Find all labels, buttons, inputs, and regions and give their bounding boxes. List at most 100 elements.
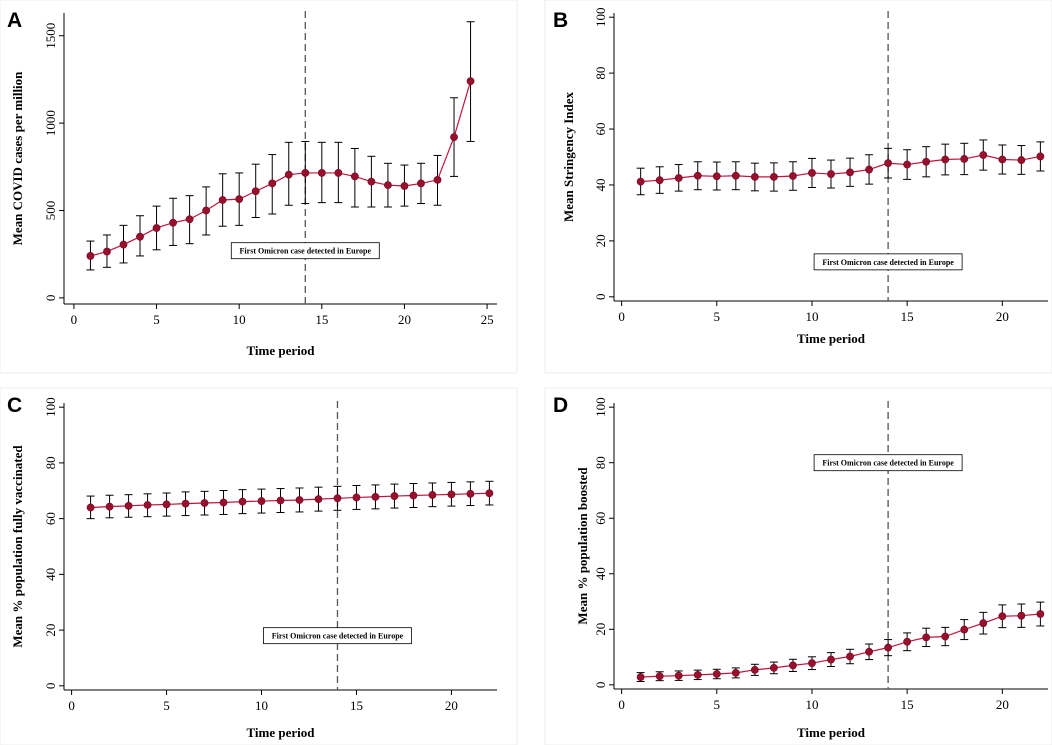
data-point [219,498,228,507]
x-tick-label: 0 [71,312,78,327]
y-tick-label: 100 [43,397,58,417]
data-point [731,668,740,677]
data-point [86,252,95,260]
x-tick-label: 5 [714,697,721,712]
data-point [1017,156,1026,164]
x-tick-label: 10 [233,312,246,327]
data-point [314,495,323,504]
data-point [960,155,969,163]
data-point [655,176,664,185]
x-tick-label: 0 [618,697,625,712]
y-tick-label: 100 [593,7,608,27]
data-point [979,619,988,628]
data-point [731,171,740,180]
data-point [202,206,211,215]
data-point [903,637,912,646]
y-tick-label: 80 [593,67,608,80]
data-point [636,177,645,186]
data-point [769,663,778,672]
x-tick-label: 10 [805,309,818,324]
chart-panel-a: A 0 500 1000 1500 0 5 10 15 20 25 Time period Mean C… [0,0,518,374]
x-tick-label: 0 [618,309,625,324]
data-point [750,665,759,674]
data-point [1017,611,1026,620]
data-point [979,151,988,159]
data-point [181,499,190,508]
data-point [185,215,194,224]
data-point [268,179,277,188]
y-tick-label: 1000 [43,110,58,136]
annotation-text: First Omicron case detected in Europe [822,258,954,267]
data-point [485,489,494,498]
data-point [1036,152,1045,161]
data-point [103,247,111,256]
data-point [846,652,854,661]
y-tick-label: 80 [43,456,58,469]
panel-background [544,0,1052,374]
data-point [865,165,873,174]
data-point [960,625,969,634]
y-tick-label: 60 [593,512,608,525]
annotation-text: First Omicron case detected in Europe [272,632,404,641]
data-point [769,172,778,181]
data-point [865,647,873,656]
data-point [295,496,304,504]
y-tick-label: 500 [43,201,58,221]
data-point [105,502,114,511]
annotation: First Omicron case detected in Europe [263,627,412,645]
data-point [333,494,342,503]
data-point [152,224,161,232]
x-tick-label: 20 [398,312,411,327]
data-point [350,172,359,181]
x-tick-label: 15 [315,312,328,327]
y-tick-label: 0 [593,294,608,301]
x-tick-label: 5 [163,698,170,713]
series-line [640,613,1041,678]
data-point [390,492,399,500]
x-tick-label: 25 [481,312,494,327]
panel-background [0,387,518,745]
data-point [466,77,475,86]
data-point [903,160,912,169]
data-point [922,157,931,166]
x-tick-label: 5 [153,312,160,327]
data-point [417,179,425,188]
x-axis-title: Time period [246,725,315,740]
data-point [827,655,835,664]
y-tick-label: 20 [593,234,608,247]
data-point [119,240,128,249]
annotation-text: First Omicron case detected in Europe [240,247,372,256]
y-axis-title: Mean COVID cases per million [10,71,25,246]
data-point [428,491,437,499]
series-line [640,154,1041,183]
data-point [998,155,1007,164]
data-point [257,497,266,505]
x-tick-label: 20 [996,697,1009,712]
x-tick-label: 5 [714,309,721,324]
data-point [846,168,854,177]
y-tick-label: 0 [43,683,58,690]
data-point [218,196,227,204]
panel-letter: C [7,394,22,417]
data-point [466,489,475,498]
data-point [284,170,293,179]
data-point [301,169,310,177]
data-point [998,612,1007,621]
y-tick-label: 60 [593,123,608,136]
x-tick-label: 20 [996,309,1009,324]
chart-panel-b: B 0 20 40 60 80 100 0 5 10 15 20 Time period Mean Str… [544,0,1052,374]
x-axis-title: Time period [797,725,866,740]
data-point [827,170,835,178]
y-tick-label: 100 [593,397,608,417]
data-point [235,195,244,204]
annotation-box [813,454,963,472]
annotation: First Omicron case detected in Europe [813,253,963,271]
panel-letter: A [7,9,22,32]
data-point [750,172,759,181]
data-point [400,182,409,190]
data-point [317,169,326,177]
panel-letter: D [553,394,568,417]
y-tick-label: 20 [593,623,608,636]
data-point [712,670,721,678]
series-line [90,492,490,509]
